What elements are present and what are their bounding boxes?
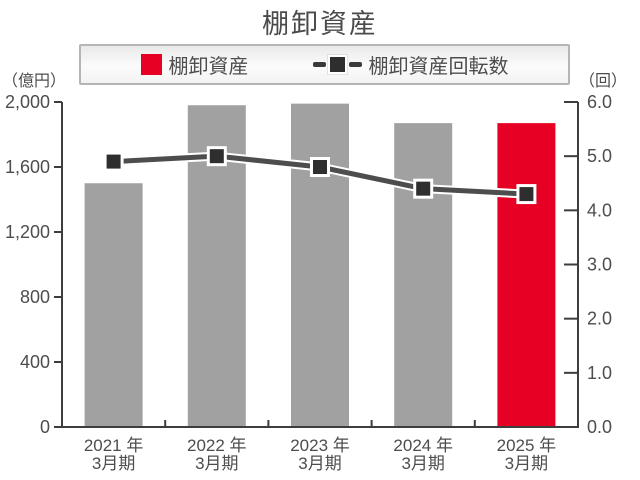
left-axis-tick-label: 0 [40,417,50,437]
bar-2023 [291,103,349,427]
right-axis-tick-label: 3.0 [587,255,612,275]
line-marker-2024 [416,181,431,196]
left-axis-tick-label: 800 [20,287,50,307]
x-axis-label: 2023 年 3月期 [290,436,350,473]
left-axis-unit-label: （億円） [2,73,67,90]
left-axis-tick-label: 2,000 [5,92,50,112]
bar-2021 [84,183,143,427]
line-marker-2023 [313,160,327,174]
bar-2025 [497,123,556,427]
line-marker-2025 [519,187,534,202]
bar-2024 [394,123,453,427]
line-marker-2021 [106,154,121,169]
x-axis-label: 2022 年 3月期 [187,436,247,473]
right-axis-unit-label: （回） [579,73,628,90]
right-axis-tick-label: 5.0 [587,146,612,166]
legend-label-turnover: 棚卸資産回転数 [368,56,509,78]
right-axis-tick-label: 6.0 [587,92,612,112]
legend-item-turnover: 棚卸資産回転数 [312,50,509,79]
line-marker-icon [327,55,347,74]
line-dash-icon [348,62,362,67]
bar-legend-swatch-icon [140,54,162,75]
right-axis-tick-label: 4.0 [587,200,612,220]
legend-label-inventory: 棚卸資産 [168,56,249,78]
legend: 棚卸資産 棚卸資産回転数 [79,44,570,85]
left-axis-tick-label: 1,600 [5,157,50,177]
chart-title: 棚卸資産 [262,9,378,39]
legend-item-inventory: 棚卸資産 [140,50,249,79]
left-axis-tick-label: 1,200 [5,222,50,242]
line-dash-icon [312,62,326,67]
x-axis-label: 2021 年 3月期 [84,436,144,473]
right-axis-tick-label: 1.0 [587,363,612,383]
right-axis-tick-label: 2.0 [587,309,612,329]
line-marker-2022 [209,149,224,164]
right-axis-tick-label: 0.0 [587,417,612,437]
x-axis-label: 2025 年 3月期 [497,436,557,473]
line-legend-icon [312,55,362,74]
left-axis-tick-label: 400 [20,352,50,372]
x-axis-label: 2024 年 3月期 [393,436,453,473]
